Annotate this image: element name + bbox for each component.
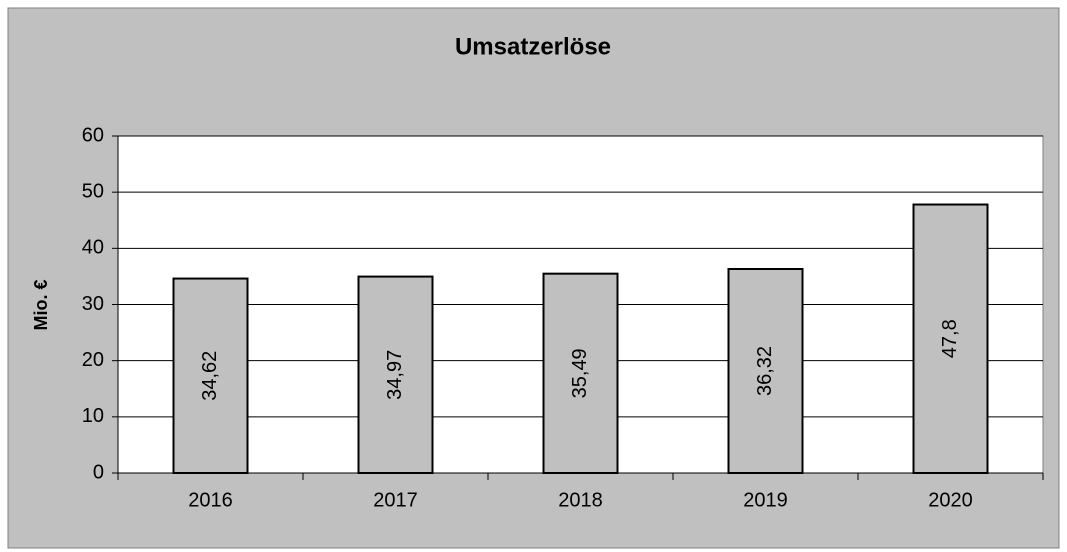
value-label: 47,8 [939,319,961,358]
y-tick-label: 60 [82,124,104,146]
y-tick-label: 20 [82,349,104,371]
bar [172,277,249,474]
value-label: 34,62 [199,351,221,401]
bar [542,272,619,474]
value-label: 34,97 [384,350,406,400]
value-label: 35,49 [569,348,591,398]
y-axis-label: Mio. € [31,279,51,330]
x-tick-label: 2016 [188,489,233,511]
bar [727,268,804,474]
x-tick-label: 2017 [373,489,418,511]
bar [912,203,989,474]
value-label: 36,32 [754,346,776,396]
y-tick-label: 0 [93,461,104,483]
x-tick-label: 2018 [558,489,603,511]
y-tick-label: 40 [82,237,104,259]
y-tick-label: 50 [82,180,104,202]
chart-title: Umsatzerlöse [455,33,611,60]
bar [357,275,434,475]
x-tick-label: 2019 [743,489,788,511]
x-tick-label: 2020 [928,489,973,511]
y-tick-label: 10 [82,405,104,427]
y-tick-label: 30 [82,293,104,315]
